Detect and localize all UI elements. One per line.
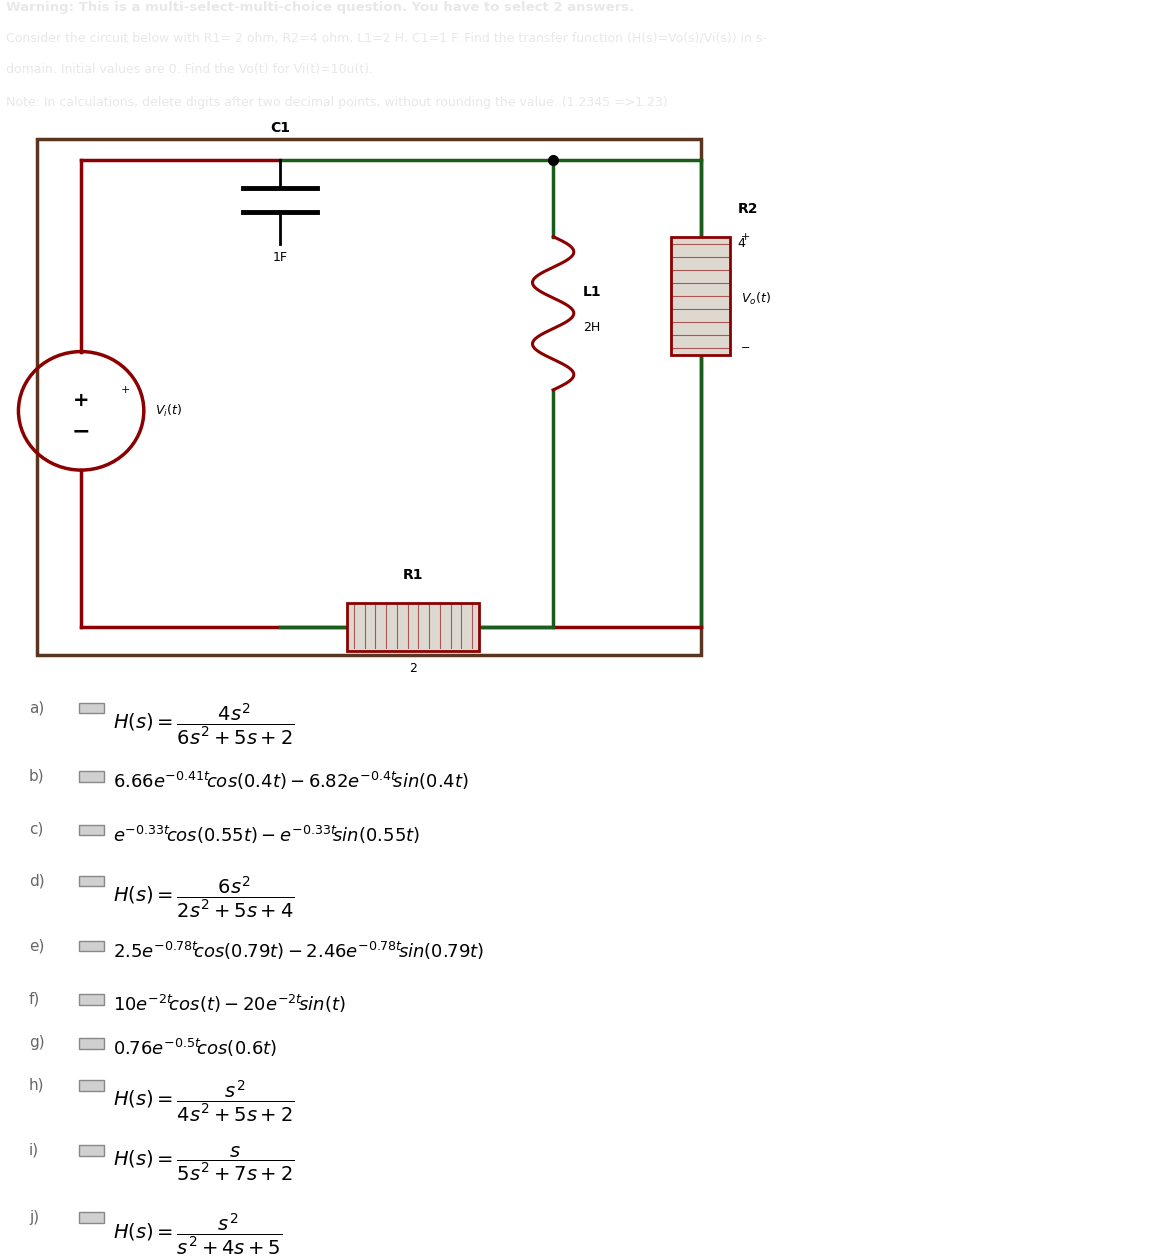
Text: $2.5e^{-0.78t}\!cos(0.79t) - 2.46e^{-0.78t}\!sin(0.79t)$: $2.5e^{-0.78t}\!cos(0.79t) - 2.46e^{-0.7… xyxy=(113,939,484,962)
Bar xyxy=(79,995,104,1005)
Text: domain. Initial values are 0. Find the Vo(t) for Vi(t)=10u(t).: domain. Initial values are 0. Find the V… xyxy=(6,63,373,75)
Text: f): f) xyxy=(29,991,40,1006)
Text: c): c) xyxy=(29,821,43,836)
Text: Warning: This is a multi-select-multi-choice question. You have to select 2 answ: Warning: This is a multi-select-multi-ch… xyxy=(6,1,633,14)
Text: $e^{-0.33t}\!cos(0.55t) - e^{-0.33t}\!sin(0.55t)$: $e^{-0.33t}\!cos(0.55t) - e^{-0.33t}\!si… xyxy=(113,824,421,845)
Text: R1: R1 xyxy=(402,568,423,582)
Text: $H(s) = \dfrac{s^2}{4s^2+5s+2}$: $H(s) = \dfrac{s^2}{4s^2+5s+2}$ xyxy=(113,1079,295,1124)
Text: +: + xyxy=(741,231,750,241)
Text: i): i) xyxy=(29,1142,39,1157)
Text: $V_i(t)$: $V_i(t)$ xyxy=(155,403,181,420)
Text: 2H: 2H xyxy=(583,320,600,334)
Text: $6.66e^{-0.41t}\!cos(0.4t) - 6.82e^{-0.4t}\!sin(0.4t)$: $6.66e^{-0.41t}\!cos(0.4t) - 6.82e^{-0.4… xyxy=(113,770,469,793)
Text: h): h) xyxy=(29,1078,44,1093)
Bar xyxy=(79,703,104,713)
Bar xyxy=(79,825,104,835)
Bar xyxy=(79,875,104,887)
Text: e): e) xyxy=(29,938,44,953)
Bar xyxy=(79,941,104,951)
Text: −: − xyxy=(72,422,90,442)
Bar xyxy=(79,1039,104,1049)
Text: $H(s) = \dfrac{4s^2}{6s^2+5s+2}$: $H(s) = \dfrac{4s^2}{6s^2+5s+2}$ xyxy=(113,702,295,747)
Text: $10e^{-2t}\!cos(t) - 20e^{-2t}\!sin(t)$: $10e^{-2t}\!cos(t) - 20e^{-2t}\!sin(t)$ xyxy=(113,993,346,1015)
Bar xyxy=(79,1145,104,1156)
Text: d): d) xyxy=(29,873,45,888)
Text: g): g) xyxy=(29,1035,45,1050)
Text: Consider the circuit below with R1= 2 ohm, R2=4 ohm, L1=2 H, C1=1 F. Find the tr: Consider the circuit below with R1= 2 oh… xyxy=(6,31,766,45)
Bar xyxy=(79,771,104,782)
Text: $H(s) = \dfrac{6s^2}{2s^2+5s+4}$: $H(s) = \dfrac{6s^2}{2s^2+5s+4}$ xyxy=(113,874,295,921)
Bar xyxy=(79,1212,104,1223)
Text: +: + xyxy=(73,391,89,409)
Text: L1: L1 xyxy=(583,285,601,299)
Text: j): j) xyxy=(29,1210,39,1225)
Text: 1F: 1F xyxy=(273,250,288,264)
Text: 2: 2 xyxy=(409,662,417,674)
Text: b): b) xyxy=(29,769,45,784)
Bar xyxy=(79,1080,104,1090)
Text: $H(s) = \dfrac{s^2}{s^2+4s+5}$: $H(s) = \dfrac{s^2}{s^2+4s+5}$ xyxy=(113,1211,282,1256)
Text: R2: R2 xyxy=(738,202,758,216)
Text: Note: In calculations, delete digits after two decimal points, without rounding : Note: In calculations, delete digits aft… xyxy=(6,95,667,108)
Text: −: − xyxy=(741,343,750,353)
Text: $H(s) = \dfrac{s}{5s^2+7s+2}$: $H(s) = \dfrac{s}{5s^2+7s+2}$ xyxy=(113,1144,295,1183)
Text: +: + xyxy=(120,384,131,394)
Text: $V_o(t)$: $V_o(t)$ xyxy=(741,291,771,308)
Text: 4: 4 xyxy=(738,237,746,250)
Bar xyxy=(672,236,731,355)
Bar xyxy=(347,603,480,652)
Text: a): a) xyxy=(29,700,44,715)
Text: C1: C1 xyxy=(271,122,290,136)
Text: $0.76e^{-0.5t}\!cos(0.6t)$: $0.76e^{-0.5t}\!cos(0.6t)$ xyxy=(113,1037,277,1059)
